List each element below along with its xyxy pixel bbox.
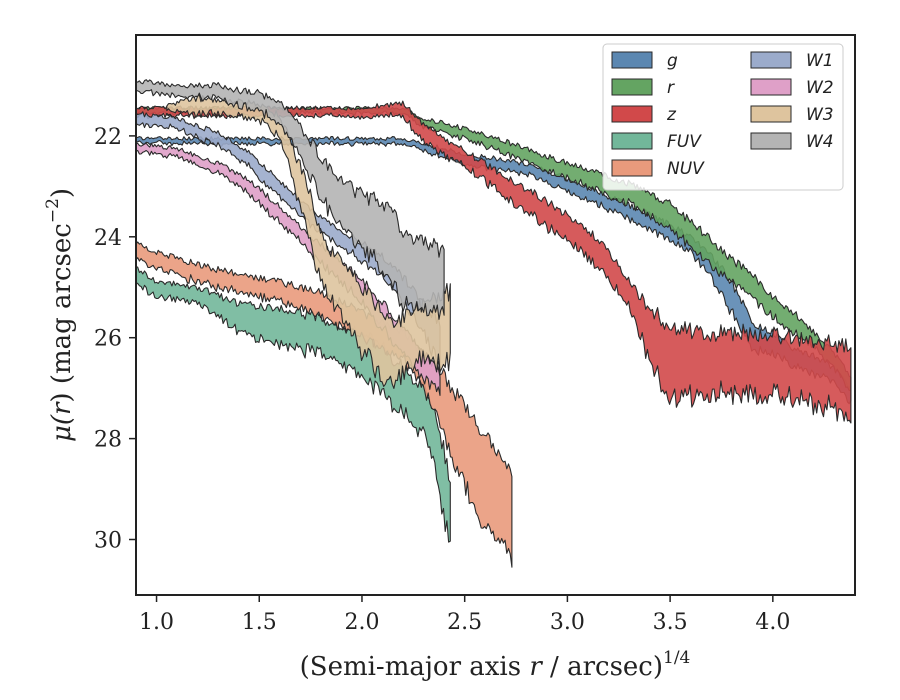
legend-swatch-z: [611, 105, 653, 123]
x-axis-label-main: (Semi-major axis: [300, 652, 530, 682]
legend-label-g: g: [667, 51, 678, 71]
legend-swatch-w1: [750, 51, 792, 69]
legend-swatch-w2: [750, 78, 792, 96]
x-tick-label: 1.0: [139, 610, 174, 635]
band-w4: [136, 79, 445, 320]
legend-swatch-nuv: [611, 159, 653, 177]
x-tick-label: 1.5: [242, 610, 277, 635]
y-axis: 22 24 26 28 30: [94, 125, 136, 554]
x-axis-label-exponent: 1/4: [663, 648, 690, 668]
legend-swatch-r: [611, 78, 653, 96]
legend: grz FUV NUV W1 W2 W3 W4: [602, 43, 844, 191]
x-tick-label: 4.0: [755, 610, 790, 635]
x-tick-label: 3.5: [653, 610, 688, 635]
y-axis-label: μ(r) (mag arcsec−2): [43, 188, 77, 442]
x-axis: 1.0 1.5 2.0 2.5 3.0 3.5 4.0: [139, 595, 790, 635]
legend-swatch-g: [611, 51, 653, 69]
y-tick-label: 28: [94, 428, 122, 453]
y-tick-label: 22: [94, 125, 122, 150]
y-axis-label-unit: ) (mag arcsec: [47, 223, 77, 402]
band-w1: [136, 111, 441, 375]
band-nuv: [136, 241, 513, 568]
legend-label-nuv: NUV: [667, 159, 705, 179]
legend-label-fuv: FUV: [667, 132, 702, 152]
legend-swatch-fuv: [611, 132, 653, 150]
series-bands: [136, 79, 852, 568]
legend-label-w2: W2: [806, 78, 834, 98]
y-tick-label: 24: [94, 226, 122, 251]
x-tick-label: 3.0: [550, 610, 585, 635]
y-axis-label-variable: r: [47, 401, 77, 415]
y-axis-label-close: ): [47, 188, 77, 198]
legend-entries: grz FUV NUV W1 W2 W3 W4: [611, 51, 834, 179]
x-tick-label: 2.5: [447, 610, 482, 635]
legend-label-r: r: [667, 78, 675, 98]
y-tick-label: 26: [94, 327, 122, 352]
legend-label-w4: W4: [806, 132, 834, 152]
legend-label-w3: W3: [806, 105, 834, 125]
legend-swatch-w4: [750, 132, 792, 150]
y-tick-label: 30: [94, 529, 122, 554]
x-axis-label: (Semi-major axis r / arcsec)1/4: [300, 648, 691, 682]
legend-swatch-w3: [750, 105, 792, 123]
y-axis-label-exponent: −2: [43, 198, 63, 223]
legend-label-w1: W1: [806, 51, 834, 71]
band-w2: [136, 142, 441, 396]
plot-frame: [135, 34, 856, 596]
x-tick-label: 2.0: [344, 610, 379, 635]
legend-label-z: z: [666, 105, 677, 125]
band-z: [136, 100, 852, 424]
x-axis-label-variable: r: [529, 652, 543, 682]
x-axis-label-unit: / arcsec): [542, 652, 663, 682]
y-axis-label-mu: μ(: [47, 414, 77, 442]
